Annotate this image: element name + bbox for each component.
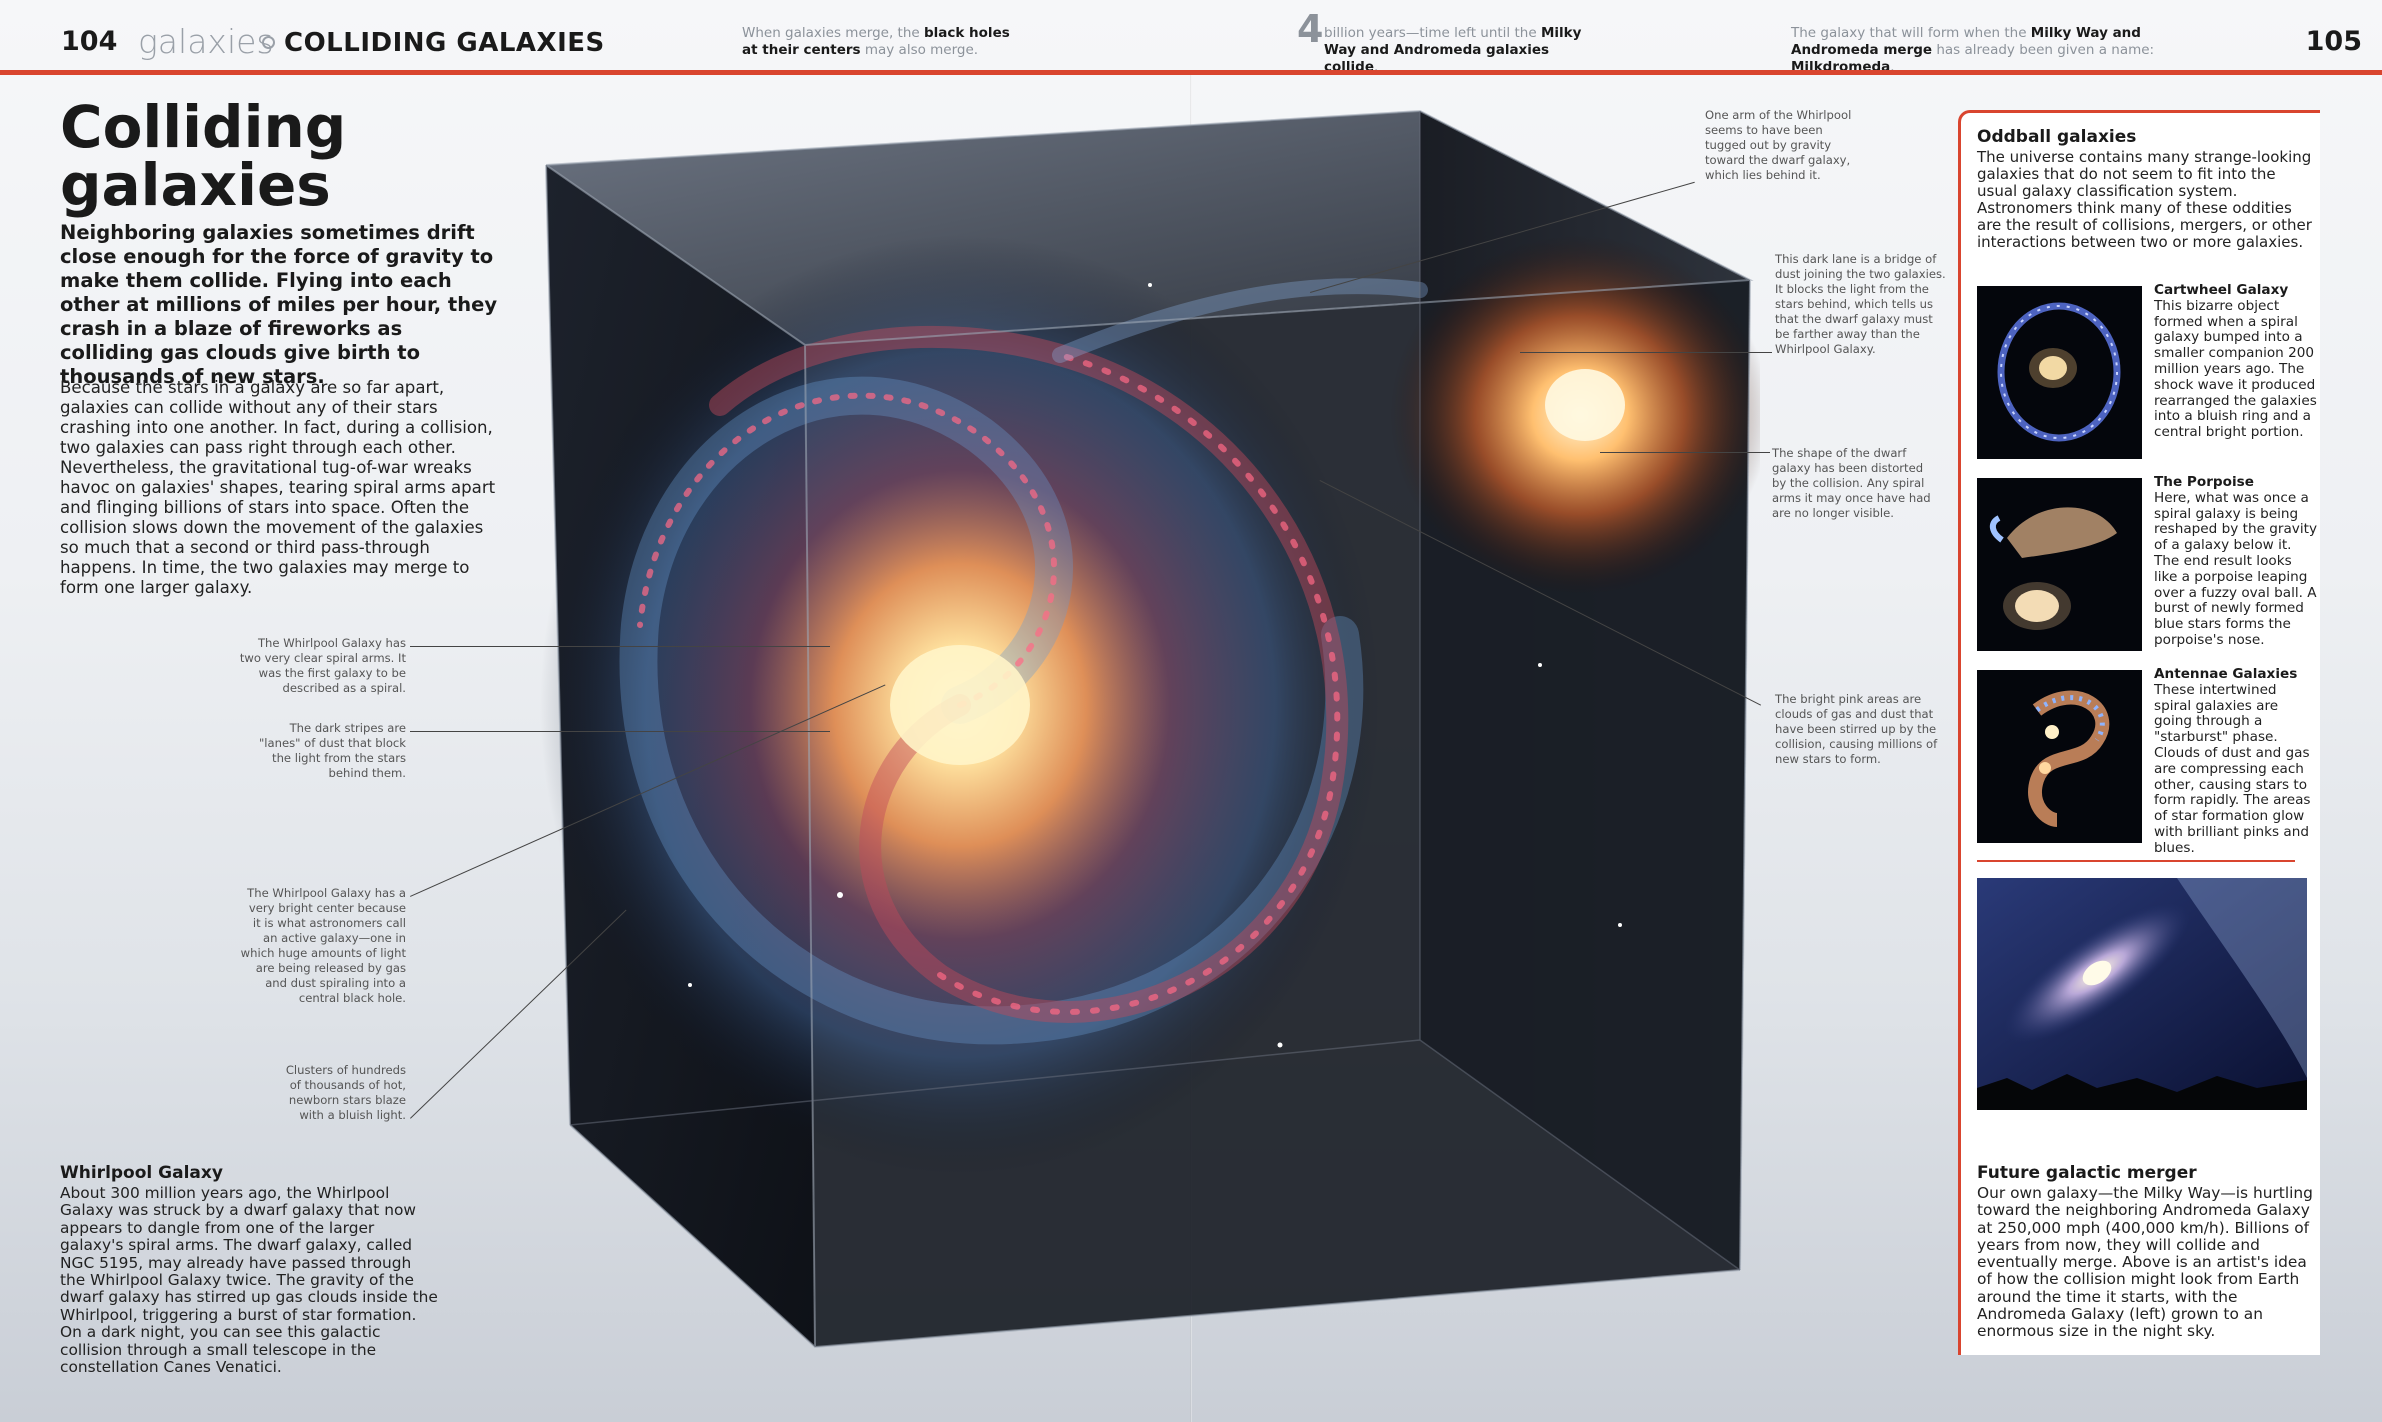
dwarf-galaxy-core [1545,369,1625,441]
fact-2-text: billion years—time left until the Milky … [1324,25,1582,75]
oddball-sidebar: Oddball galaxies The universe contains m… [1958,110,2320,1355]
leader-line [1600,452,1770,453]
porpoise-galaxy-image [1977,478,2142,651]
body-paragraph: Because the stars in a galaxy are so far… [60,378,496,597]
cube-hidden-edges [569,111,1741,1271]
caption-bright-center: The Whirlpool Galaxy has a very bright c… [240,886,406,1005]
intro-paragraph: Neighboring galaxies sometimes drift clo… [60,221,498,388]
galaxy-cube-illustration [540,105,1760,1355]
leader-line [410,646,830,647]
antennae-text: These intertwined spiral galaxies are go… [2154,681,2311,856]
sidebar-heading: Oddball galaxies [1977,127,2137,147]
porpoise-caption: The Porpoise Here, what was once a spira… [2154,474,2318,649]
cartwheel-caption: Cartwheel Galaxy This bizarre object for… [2154,282,2318,441]
antennae-svg [2028,690,2110,827]
page-title: Colliding galaxies [60,98,480,214]
merger-svg [1977,878,2307,1110]
section-subtitle: COLLIDING GALAXIES [284,28,605,58]
leader-line [1520,352,1772,353]
caption-dust-lanes: The dark stripes are "lanes" of dust tha… [258,721,406,780]
section-bullet-icon [262,36,275,49]
cartwheel-svg [1997,302,2121,442]
cartwheel-galaxy-image [1977,286,2142,459]
fact-number: 4 [1297,7,1324,51]
sidebar-intro: The universe contains many strange-looki… [1977,148,2312,251]
page-number-right: 105 [2305,26,2362,57]
whirlpool-core [890,645,1030,765]
caption-spiral-arms: The Whirlpool Galaxy has two very clear … [239,636,406,695]
spiral-arms [619,278,1428,1045]
cartwheel-title: Cartwheel Galaxy [2154,282,2289,298]
header-fact-1: When galaxies merge, the black holes at … [742,25,1010,58]
sidebar-divider [1977,860,2295,862]
caption-dwarf-shape: The shape of the dwarf galaxy has been d… [1772,446,1931,520]
merger-heading: Future galactic merger [1977,1163,2197,1183]
future-merger-image [1977,878,2307,1110]
porpoise-svg [1989,507,2117,630]
caption-star-clusters: Clusters of hundreds of thousands of hot… [285,1063,406,1122]
header-rule [0,70,2382,75]
caption-pink-areas: The bright pink areas are clouds of gas … [1775,692,1938,766]
porpoise-text: Here, what was once a spiral galaxy is b… [2154,489,2317,648]
running-header: 104 galaxies COLLIDING GALAXIES When gal… [0,0,2382,75]
merger-body: Our own galaxy—the Milky Way—is hurtling… [1977,1184,2313,1341]
title-line-1: Colliding [60,93,347,161]
leader-line [410,731,830,732]
antennae-title: Antennae Galaxies [2154,666,2298,682]
antennae-galaxies-image [1977,670,2142,843]
porpoise-title: The Porpoise [2154,474,2254,490]
whirlpool-heading: Whirlpool Galaxy [60,1163,223,1183]
cartwheel-text: This bizarre object formed when a spiral… [2154,297,2317,441]
stars [688,283,1622,1048]
caption-tugged-arm: One arm of the Whirlpool seems to have b… [1705,108,1852,182]
title-line-2: galaxies [60,151,331,219]
antennae-caption: Antennae Galaxies These intertwined spir… [2154,666,2318,857]
header-fact-3: The galaxy that will form when the Milky… [1791,25,2155,75]
whirlpool-body: About 300 million years ago, the Whirlpo… [60,1184,438,1377]
header-fact-2: 4 billion years—time left until the Milk… [1297,10,1594,76]
page-number-left: 104 [61,26,118,57]
section-name: galaxies [138,22,274,61]
cube-edges [545,109,1754,1349]
cube-svg [540,109,1760,1349]
caption-dust-bridge: This dark lane is a bridge of dust joini… [1775,252,1946,356]
